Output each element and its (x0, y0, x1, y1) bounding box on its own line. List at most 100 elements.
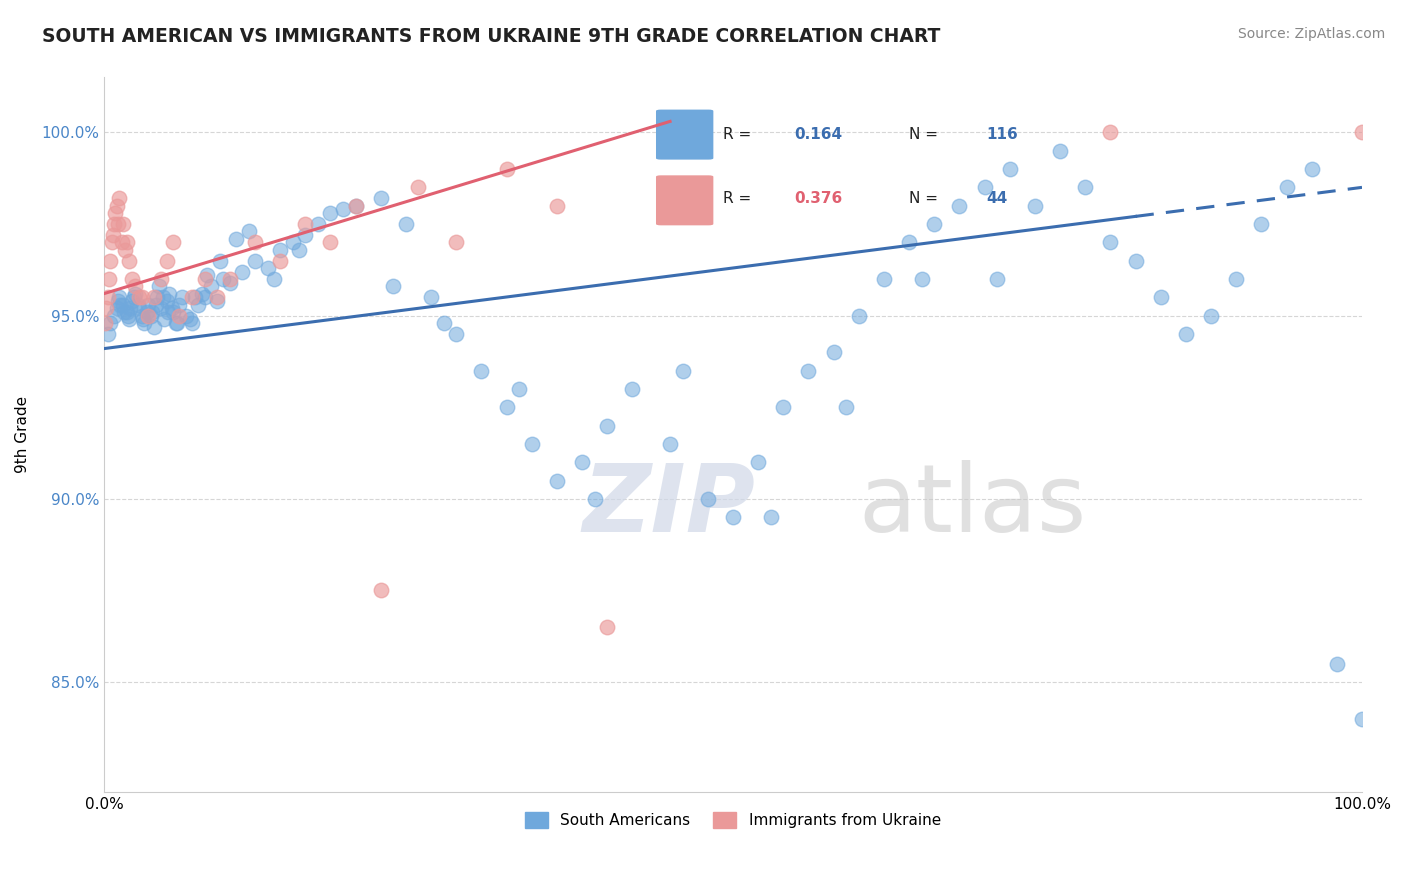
Point (238, 224, 260, 238)
Point (100, 235, 122, 250)
Point (194, 290, 217, 304)
Point (195, 268, 218, 283)
Point (157, 305, 180, 319)
Point (162, 235, 184, 250)
Point (121, 293, 143, 308)
Text: ZIP: ZIP (582, 460, 755, 552)
Point (1174, 326, 1197, 341)
Point (1074, 180, 1097, 194)
Point (218, 272, 240, 286)
Point (145, 298, 167, 312)
Point (96, 301, 118, 316)
Point (1199, 309, 1222, 323)
Point (344, 199, 367, 213)
Point (141, 305, 163, 319)
Point (146, 290, 169, 304)
Point (583, 491, 606, 506)
Point (136, 298, 159, 312)
Point (205, 290, 228, 304)
Point (288, 243, 311, 257)
Point (294, 217, 316, 231)
Point (911, 272, 934, 286)
Point (121, 272, 143, 286)
Point (118, 312, 141, 326)
Point (200, 279, 222, 293)
Point (124, 286, 146, 301)
Point (153, 312, 176, 326)
Point (105, 301, 128, 316)
Point (1275, 180, 1298, 194)
Point (433, 316, 456, 330)
Point (194, 272, 217, 286)
Point (131, 309, 153, 323)
Point (546, 474, 568, 488)
Point (131, 290, 153, 304)
Point (181, 290, 204, 304)
Point (212, 272, 235, 286)
Point (128, 290, 150, 304)
Point (165, 316, 187, 330)
Point (263, 272, 285, 286)
Legend: South Americans, Immigrants from Ukraine: South Americans, Immigrants from Ukraine (519, 806, 946, 834)
Point (370, 583, 392, 598)
Point (1049, 144, 1071, 158)
Point (243, 253, 266, 268)
Point (169, 298, 191, 312)
Point (118, 253, 141, 268)
Point (998, 162, 1021, 177)
Point (115, 305, 138, 319)
Point (205, 293, 228, 308)
Point (922, 217, 945, 231)
Point (148, 279, 170, 293)
Point (1351, 125, 1374, 139)
Point (269, 243, 291, 257)
Point (256, 260, 278, 275)
Y-axis label: 9th Grade: 9th Grade (15, 396, 30, 474)
Point (269, 253, 291, 268)
Point (111, 217, 134, 231)
Point (101, 227, 124, 242)
Text: Source: ZipAtlas.com: Source: ZipAtlas.com (1237, 27, 1385, 41)
Point (294, 227, 316, 242)
Point (104, 206, 127, 220)
Point (103, 217, 125, 231)
Point (191, 286, 214, 301)
Point (105, 199, 128, 213)
Point (772, 401, 794, 415)
Point (281, 235, 304, 250)
Point (97, 290, 120, 304)
Point (747, 455, 769, 469)
Point (120, 301, 142, 316)
Point (721, 510, 744, 524)
Point (495, 401, 517, 415)
Point (319, 206, 342, 220)
Point (495, 162, 517, 177)
Point (948, 199, 970, 213)
Point (112, 305, 135, 319)
Point (444, 235, 467, 250)
Point (149, 272, 172, 286)
Point (596, 418, 619, 433)
Point (332, 202, 354, 217)
Point (183, 290, 205, 304)
Point (111, 298, 134, 312)
Point (1024, 199, 1046, 213)
Point (344, 199, 367, 213)
Point (370, 191, 392, 205)
Text: atlas: atlas (859, 460, 1087, 552)
Point (181, 316, 204, 330)
Point (97, 326, 120, 341)
Point (152, 290, 174, 304)
Point (108, 290, 131, 304)
Point (444, 326, 467, 341)
Point (98, 316, 121, 330)
Point (395, 217, 418, 231)
Point (621, 382, 644, 396)
Point (98, 253, 121, 268)
Point (169, 309, 191, 323)
Point (110, 298, 132, 312)
Point (546, 199, 568, 213)
Point (973, 180, 995, 194)
Point (157, 286, 180, 301)
Point (124, 279, 146, 293)
